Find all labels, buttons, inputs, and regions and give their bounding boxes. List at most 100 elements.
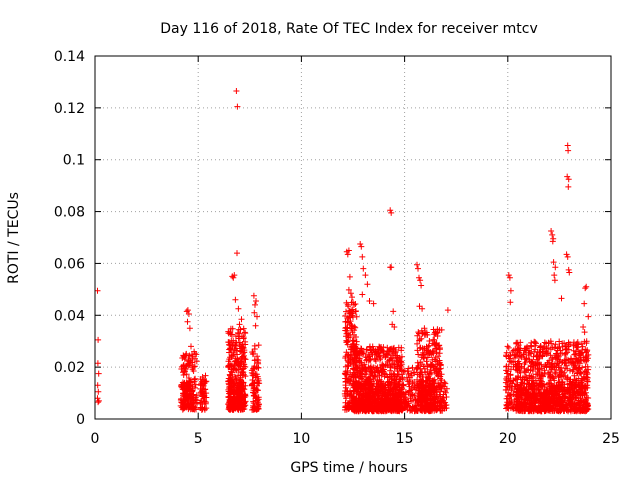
data-point — [343, 339, 350, 346]
data-point — [521, 361, 528, 367]
data-point — [522, 347, 529, 353]
data-point — [583, 283, 590, 290]
data-point — [226, 364, 233, 370]
data-point — [434, 366, 441, 373]
data-point — [513, 401, 520, 408]
data-point — [359, 253, 366, 260]
data-point — [437, 375, 444, 382]
data-point — [415, 401, 422, 408]
data-point — [354, 364, 361, 371]
data-point — [433, 346, 440, 353]
data-point — [574, 344, 581, 351]
data-point — [406, 383, 413, 390]
data-point — [201, 399, 208, 405]
data-point — [364, 405, 370, 412]
data-point — [527, 382, 534, 389]
data-point — [343, 371, 350, 378]
data-point — [233, 88, 240, 94]
data-point — [353, 338, 360, 345]
data-point — [240, 335, 247, 342]
data-point — [252, 387, 259, 394]
data-point — [575, 341, 582, 348]
data-point — [416, 274, 422, 281]
data-point — [360, 380, 367, 387]
data-point — [552, 354, 559, 361]
data-point — [395, 380, 402, 387]
data-point — [561, 359, 568, 366]
data-point — [252, 374, 259, 381]
data-point — [585, 313, 592, 320]
data-point — [379, 405, 386, 412]
data-point — [543, 387, 550, 394]
data-point — [562, 393, 569, 400]
data-point — [397, 362, 404, 369]
data-point — [432, 400, 439, 407]
data-point — [367, 363, 374, 370]
data-point — [346, 273, 353, 280]
data-point — [564, 253, 571, 260]
data-point — [201, 386, 208, 393]
data-point — [551, 277, 558, 284]
data-point — [191, 363, 198, 370]
data-point — [565, 385, 572, 392]
data-point — [240, 325, 247, 332]
data-point — [417, 277, 424, 284]
data-point — [514, 382, 521, 389]
data-point — [229, 341, 236, 348]
data-point — [526, 349, 533, 356]
data-point — [569, 400, 576, 407]
data-point — [524, 391, 531, 398]
data-point — [537, 375, 544, 382]
data-points — [94, 88, 592, 415]
data-point — [415, 390, 421, 397]
data-point — [202, 378, 209, 385]
data-point — [397, 358, 404, 365]
data-point — [423, 358, 430, 365]
data-point — [428, 391, 434, 398]
data-point — [189, 395, 196, 402]
data-point — [537, 407, 543, 414]
data-point — [369, 385, 376, 392]
data-point — [561, 381, 568, 388]
data-point — [582, 385, 589, 392]
data-point — [552, 402, 559, 409]
data-point — [185, 375, 192, 381]
data-point — [421, 331, 428, 338]
data-point — [529, 400, 536, 407]
data-point — [430, 377, 436, 384]
data-point — [377, 355, 384, 362]
data-point — [393, 393, 400, 400]
data-point — [570, 342, 577, 349]
data-point — [365, 382, 372, 389]
data-point — [197, 376, 204, 383]
data-point — [182, 366, 189, 373]
data-point — [384, 358, 391, 365]
x-tick-label: 5 — [194, 431, 203, 447]
data-point — [394, 366, 401, 372]
data-point — [549, 231, 556, 238]
data-point — [231, 378, 238, 385]
data-point — [521, 406, 528, 413]
data-point — [388, 402, 395, 409]
data-point — [518, 392, 525, 399]
data-point — [358, 403, 365, 410]
data-point — [249, 377, 256, 383]
data-point — [415, 351, 422, 358]
data-point — [191, 348, 198, 355]
data-point — [428, 351, 435, 358]
data-point — [506, 274, 513, 281]
data-point — [581, 403, 588, 410]
data-point — [550, 374, 557, 381]
data-point — [375, 408, 382, 415]
data-point — [550, 398, 557, 405]
data-point — [507, 371, 514, 378]
data-point — [202, 372, 209, 379]
data-point — [536, 366, 543, 373]
data-point — [349, 337, 356, 344]
data-point — [250, 365, 256, 372]
data-point — [571, 364, 578, 371]
data-point — [342, 382, 349, 389]
data-point — [190, 353, 196, 360]
data-point — [541, 401, 548, 408]
data-point — [343, 330, 350, 337]
